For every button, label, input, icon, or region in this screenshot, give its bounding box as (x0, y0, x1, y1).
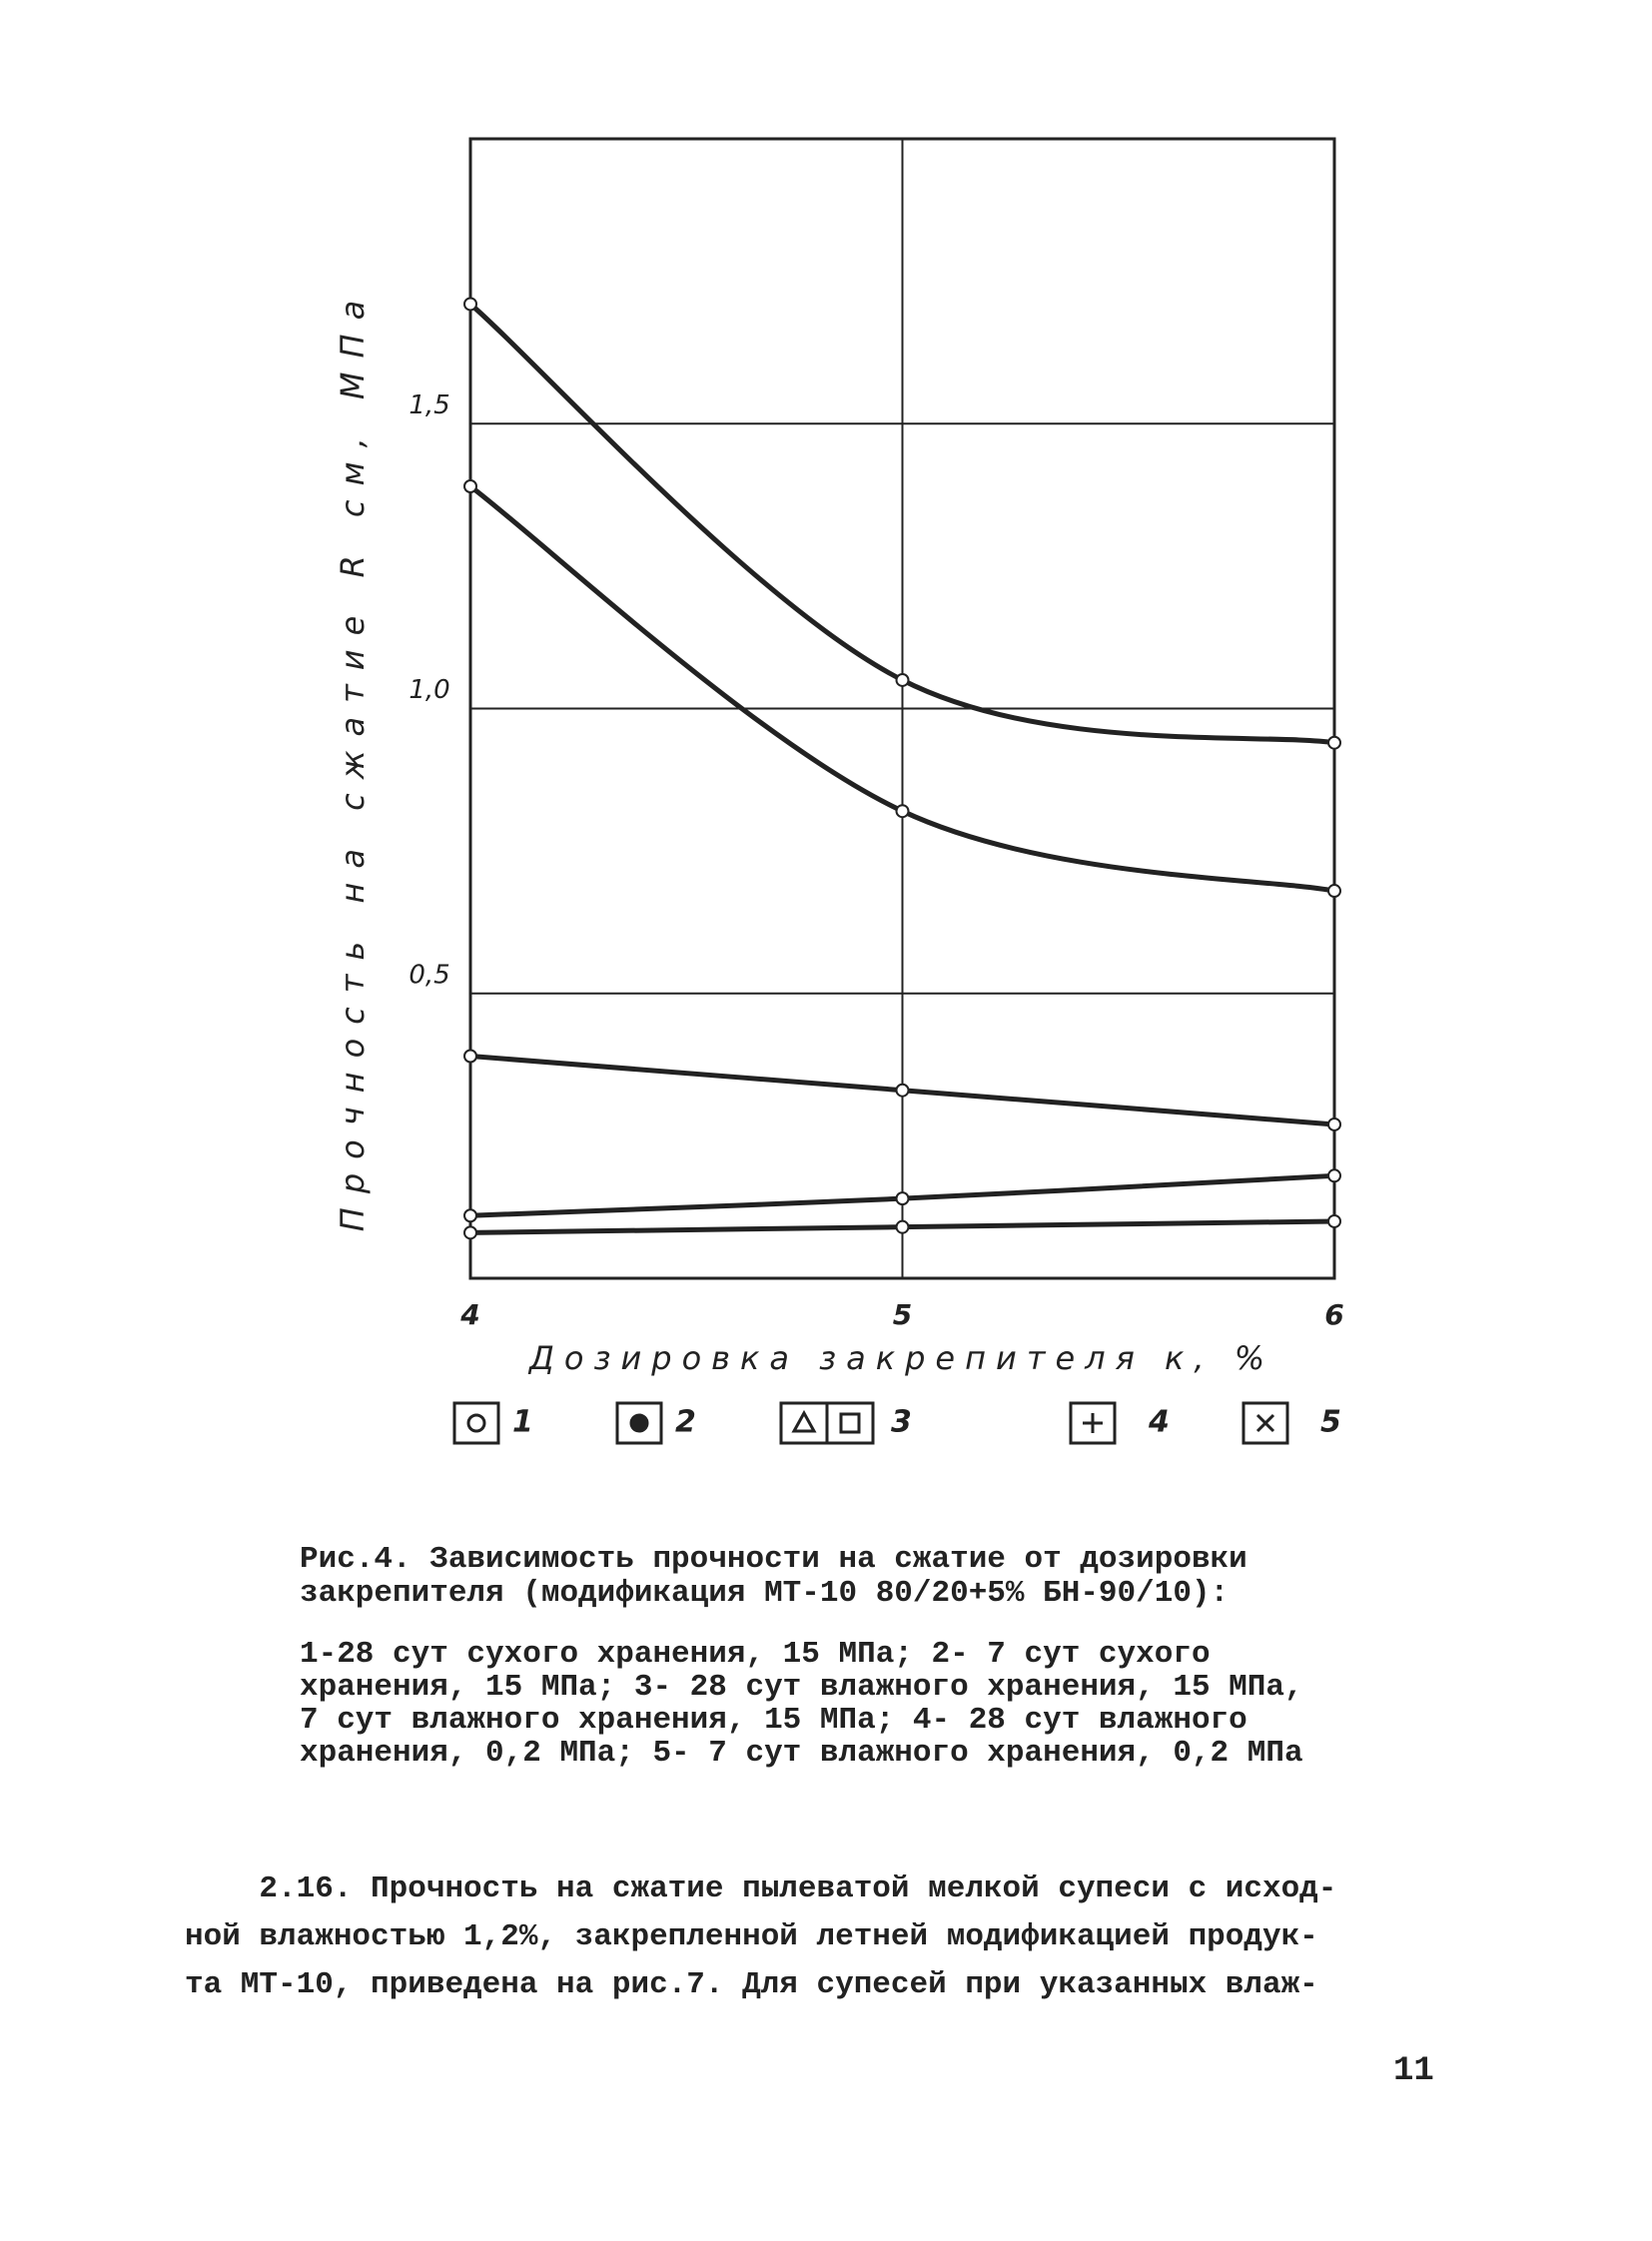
legend-label: 5 (1320, 1405, 1341, 1440)
paragraph-line: 2.16. Прочность на сжатие пылеватой мелк… (185, 1871, 1337, 1906)
legend-label: 1 (512, 1405, 533, 1440)
point (463, 1208, 477, 1223)
legend-label: 4 (1148, 1405, 1170, 1440)
chart: Прочность на сжатие R см, МПа Дозировка … (334, 137, 1344, 1445)
legend-label: 3 (891, 1405, 912, 1440)
caption-line: хранения, 0,2 МПа; 5- 7 сут влажного хра… (300, 1736, 1303, 1771)
x-tick-label: 6 (1324, 1298, 1343, 1331)
page-number: 11 (1393, 2052, 1434, 2090)
point (1327, 735, 1341, 750)
point (463, 1049, 477, 1064)
curve (468, 302, 1335, 746)
caption-line: 1-28 сут сухого хранения, 15 МПа; 2- 7 с… (300, 1637, 1211, 1672)
legend-symbols (452, 1401, 1289, 1445)
point (1327, 884, 1341, 899)
point (463, 297, 477, 312)
paragraph: 2.16. Прочность на сжатие пылеватой мелк… (185, 1866, 1336, 2009)
caption: Рис.4. Зависимость прочности на сжатие о… (300, 1543, 1247, 1611)
caption-line: хранения, 15 МПа; 3- 28 сут влажного хра… (300, 1670, 1303, 1705)
point (895, 804, 910, 819)
caption-line: Рис.4. Зависимость прочности на сжатие о… (300, 1542, 1247, 1577)
caption-legend: 1-28 сут сухого хранения, 15 МПа; 2- 7 с… (300, 1638, 1303, 1770)
paragraph-line: та МТ-10, приведена на рис.7. Для супесе… (185, 1967, 1318, 2002)
x-tick-label: 4 (459, 1298, 479, 1331)
caption-line: закрепителя (модификация МТ-10 80/20+5% … (300, 1576, 1230, 1611)
point (895, 1219, 910, 1234)
y-tick-label: 1,5 (409, 390, 449, 420)
point (463, 1225, 477, 1240)
point (895, 1191, 910, 1206)
caption-line: 7 сут влажного хранения, 15 МПа; 4- 28 с… (300, 1703, 1247, 1738)
y-axis-label: Прочность на сжатие R см, МПа (334, 287, 372, 1231)
x-axis-label: Дозировка закрепителя к, % (527, 1339, 1274, 1377)
point (1327, 1213, 1341, 1228)
point (895, 672, 910, 687)
y-tick-label: 0,5 (409, 960, 449, 990)
point (1327, 1117, 1341, 1131)
x-tick-label: 5 (893, 1298, 912, 1331)
paragraph-line: ной влажностью 1,2%, закрепленной летней… (185, 1919, 1318, 1954)
y-tick-label: 1,0 (409, 675, 449, 705)
point (1327, 1168, 1341, 1183)
legend-label: 2 (675, 1405, 696, 1440)
point (463, 479, 477, 494)
point (895, 1083, 910, 1098)
